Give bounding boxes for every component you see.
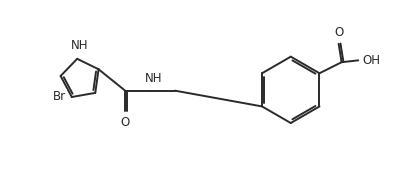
- Text: NH: NH: [145, 72, 163, 85]
- Text: OH: OH: [363, 54, 381, 67]
- Text: O: O: [120, 117, 130, 129]
- Text: O: O: [334, 26, 343, 39]
- Text: Br: Br: [53, 90, 66, 103]
- Text: NH: NH: [71, 39, 89, 52]
